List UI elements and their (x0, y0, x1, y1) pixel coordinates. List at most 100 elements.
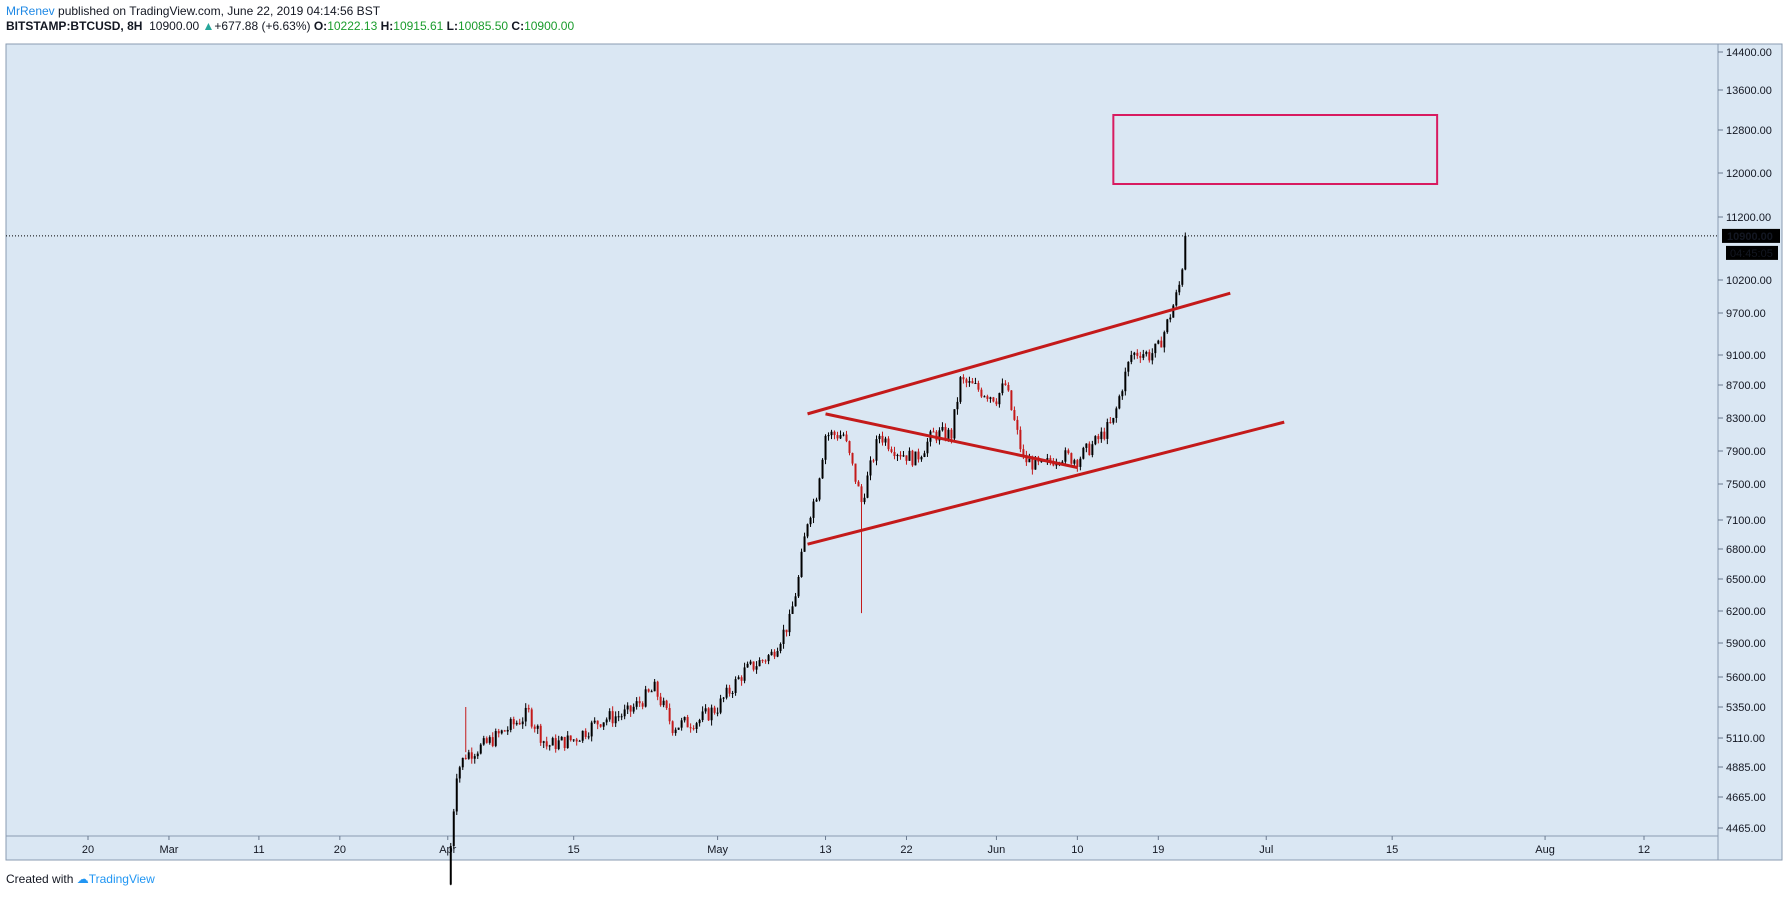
candle-body (656, 681, 659, 697)
candle-body (578, 740, 581, 742)
candle-body (557, 740, 560, 750)
candle-body (1181, 269, 1184, 285)
candle-body (821, 459, 824, 479)
price-tick-label: 6500.00 (1726, 574, 1766, 586)
candle-body (659, 696, 662, 706)
candle-body (491, 737, 494, 746)
price-change: +677.88 (+6.63%) (214, 19, 311, 33)
candle-body (539, 725, 542, 743)
price-tick-label: 5350.00 (1726, 702, 1766, 714)
price-tick-label: 7900.00 (1726, 446, 1766, 458)
candle-body (1106, 422, 1109, 439)
price-axis-ticks: 14400.00 13600.00 12800.00 12000.00 11200.00… (1718, 47, 1772, 835)
candle-body (809, 517, 812, 525)
candle-body (638, 701, 641, 704)
tradingview-link[interactable]: TradingView (88, 872, 155, 886)
candle-body (1082, 447, 1085, 459)
candle-body (818, 478, 821, 500)
candle-body (1136, 352, 1139, 356)
candle-body (665, 700, 668, 709)
candle-body (887, 438, 890, 450)
high-value: 10915.61 (393, 19, 444, 33)
candle-body (896, 454, 899, 457)
candle-body (563, 736, 566, 749)
candle-body (1151, 353, 1154, 361)
candle-body (677, 727, 680, 730)
time-tick-label: 22 (900, 844, 912, 856)
channel-lower-trendline (807, 420, 1285, 546)
candle-body (1022, 449, 1025, 456)
candle-body (1109, 422, 1112, 424)
candle-body (692, 728, 695, 730)
candle-body (476, 753, 479, 757)
candle-body (1049, 458, 1052, 462)
descending-trendline (825, 412, 1078, 469)
price-tick-label: 8700.00 (1726, 380, 1766, 392)
candle-body (458, 767, 461, 779)
candle-body (761, 660, 764, 662)
candle-body (911, 450, 914, 466)
candle-body (1124, 371, 1127, 392)
candle-body (569, 735, 572, 741)
candle-body (653, 681, 656, 692)
candle-body (1040, 461, 1043, 463)
candle-body (845, 434, 848, 442)
plot-area[interactable] (5, 43, 1719, 837)
time-axis[interactable] (5, 835, 1719, 861)
candle-body (995, 401, 998, 405)
up-arrow-icon: ▲ (202, 19, 215, 33)
candle-body (530, 709, 533, 727)
candle-body (608, 711, 611, 720)
candle-body (788, 613, 791, 633)
candle-body (989, 397, 992, 399)
candle-body (1178, 284, 1181, 293)
candle-body (839, 435, 842, 439)
candle-body (791, 606, 794, 614)
candle-body (836, 435, 839, 439)
price-tick-label: 5110.00 (1726, 733, 1765, 745)
symbol-label: BITSTAMP:BTCUSD, 8H (6, 19, 143, 33)
candle-body (773, 651, 776, 657)
candle-body (1148, 351, 1151, 361)
candle-body (794, 596, 797, 607)
candle-body (548, 745, 551, 747)
price-tick-label: 4885.00 (1726, 762, 1766, 774)
candle-body (899, 454, 902, 457)
candle-body (515, 722, 518, 725)
candle-body (992, 397, 995, 402)
time-tick-label: Jul (1259, 844, 1273, 856)
candle-body (1184, 235, 1187, 270)
candle-body (488, 737, 491, 743)
candle-body (815, 499, 818, 502)
time-tick-label: 15 (1386, 844, 1398, 856)
time-tick-label: 15 (568, 844, 580, 856)
candle-body (806, 524, 809, 537)
candle-body (449, 845, 452, 885)
author-link[interactable]: MrRenev (6, 4, 55, 18)
candle-body (914, 451, 917, 466)
candle-body (701, 711, 704, 721)
candle-body (1016, 419, 1019, 430)
candle-body (743, 667, 746, 681)
price-axis[interactable] (1717, 43, 1783, 861)
candle-body (629, 705, 632, 712)
candle-body (854, 463, 857, 482)
price-tick-label: 9700.00 (1726, 308, 1766, 320)
candle-body (1172, 305, 1175, 318)
candle-body (938, 430, 941, 441)
price-tick-label: 12000.00 (1726, 168, 1772, 180)
candle-body (617, 716, 620, 718)
candle-body (1028, 458, 1031, 463)
candle-body (467, 752, 470, 759)
time-tick-label: Apr (439, 844, 456, 856)
price-tick-label: 12800.00 (1726, 125, 1772, 137)
time-tick-label: 12 (1638, 844, 1650, 856)
current-price: 10900.00 (149, 19, 200, 33)
candle-body (1025, 455, 1028, 463)
candle-body (551, 738, 554, 746)
candle-body (875, 439, 878, 461)
candle-body (953, 409, 956, 439)
drawings[interactable] (807, 114, 1439, 546)
candle-body (950, 429, 953, 439)
